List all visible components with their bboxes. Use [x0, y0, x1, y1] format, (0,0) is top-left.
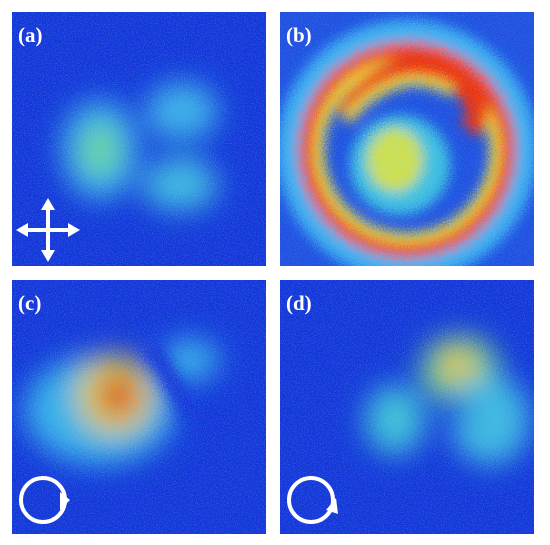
panel-a-image — [12, 12, 266, 266]
circular-polarization-icon-d — [287, 476, 338, 524]
panel-label: (c) — [18, 291, 41, 315]
panel-label: (b) — [286, 23, 312, 47]
panel-label: (a) — [18, 23, 43, 47]
panel-b-image — [280, 12, 534, 266]
panel-label: (d) — [286, 291, 312, 315]
circular-polarization-icon-c — [19, 476, 70, 524]
polarizer-cross-icon — [16, 198, 80, 262]
panel-c-image — [12, 280, 266, 534]
panel-d-image — [280, 280, 534, 534]
